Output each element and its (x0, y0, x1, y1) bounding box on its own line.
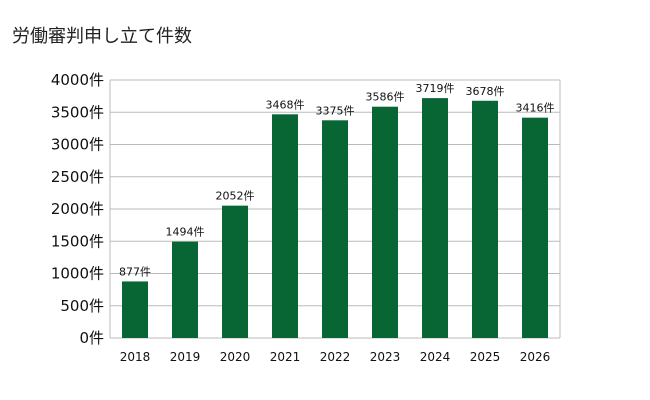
bar (322, 120, 348, 338)
bar (372, 106, 398, 338)
y-tick-label: 2500件 (51, 168, 104, 186)
y-tick-label: 500件 (60, 297, 104, 315)
data-label: 3468件 (266, 98, 305, 111)
x-tick-label: 2023 (370, 350, 401, 364)
data-label: 1494件 (166, 226, 205, 239)
bar (222, 205, 248, 338)
y-tick-label: 2000件 (51, 200, 104, 218)
data-label: 2052件 (216, 190, 255, 203)
x-tick-label: 2026 (520, 350, 551, 364)
data-label: 3416件 (516, 102, 555, 115)
y-tick-label: 1500件 (51, 232, 104, 250)
y-axis-tick-labels: 0件 500件 1000件 1500件 2000件 2500件 3000件 3500件 4000… (51, 71, 104, 347)
x-tick-label: 2021 (270, 350, 301, 364)
data-label: 3586件 (366, 91, 405, 104)
data-label: 3719件 (416, 82, 455, 95)
x-tick-label: 2024 (420, 350, 451, 364)
x-tick-label: 2025 (470, 350, 501, 364)
x-tick-label: 2018 (120, 350, 151, 364)
y-tick-label: 1000件 (51, 265, 104, 283)
bar (522, 117, 548, 338)
data-label: 3678件 (466, 85, 505, 98)
y-tick-label: 3500件 (51, 103, 104, 121)
x-tick-label: 2022 (320, 350, 351, 364)
bar (422, 98, 448, 338)
y-tick-label: 4000件 (51, 71, 104, 89)
bar (122, 281, 148, 338)
bar (472, 100, 498, 338)
data-labels: 877件 1494件 2052件 3468件 3375件 3586件 3719件 3678件 3… (119, 82, 555, 278)
x-axis-tick-labels: 2018 2019 2020 2021 2022 2023 2024 2025 2026 (120, 350, 551, 364)
bars (122, 98, 548, 339)
x-tick-label: 2019 (170, 350, 201, 364)
y-tick-label: 0件 (79, 329, 104, 347)
data-label: 3375件 (316, 104, 355, 117)
bar (172, 241, 198, 338)
bar (272, 114, 298, 339)
y-tick-label: 3000件 (51, 136, 104, 154)
chart-title: 労働審判申し立て件数 (12, 26, 192, 47)
data-label: 877件 (119, 265, 151, 278)
x-tick-label: 2020 (220, 350, 251, 364)
